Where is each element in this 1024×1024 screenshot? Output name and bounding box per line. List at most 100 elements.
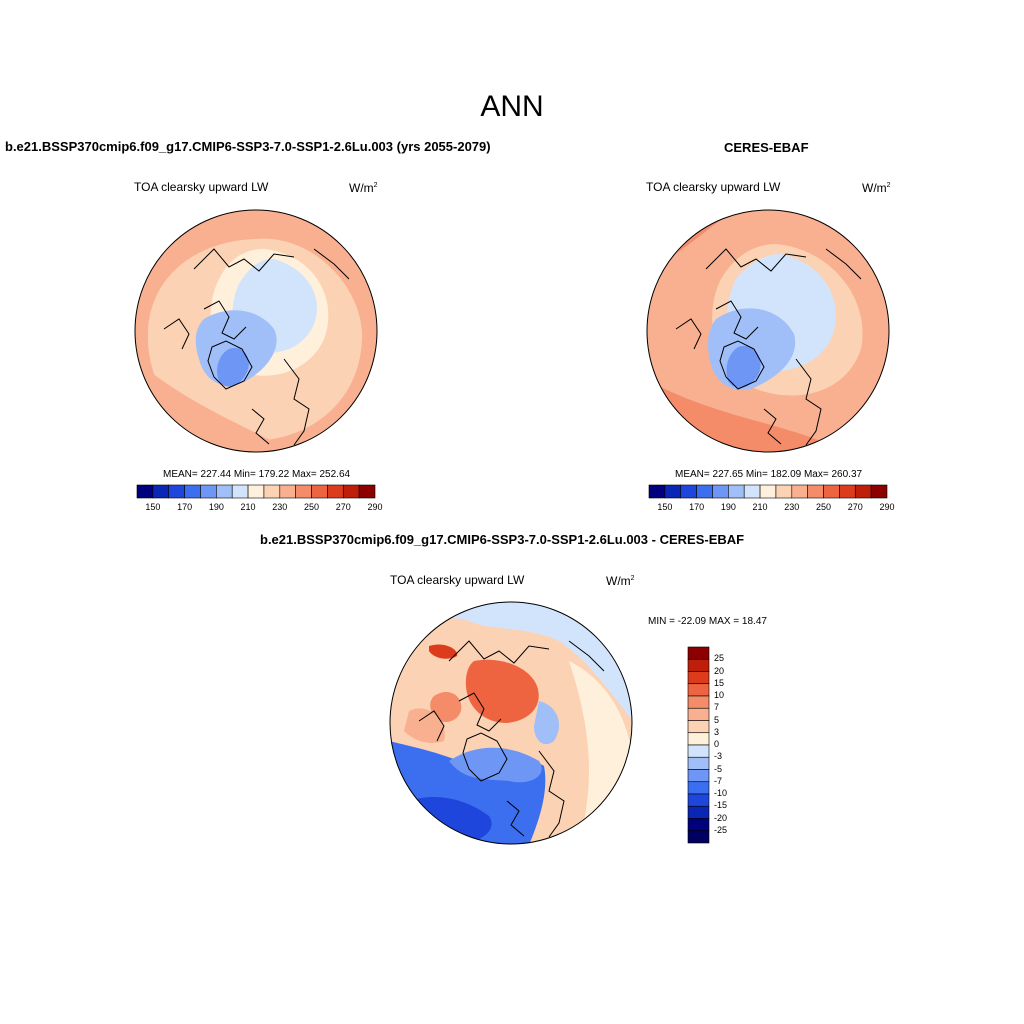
diff-colorbar-tick-label: -25 xyxy=(714,824,728,835)
model-colorbar-box xyxy=(327,484,344,499)
obs-colorbar xyxy=(648,484,888,499)
obs-colorbar-tick-label: 230 xyxy=(784,502,800,512)
obs-colorbar-box xyxy=(759,484,777,499)
diff-colorbar-box xyxy=(687,658,710,672)
model-colorbar-box xyxy=(168,484,185,499)
diff-polar-map xyxy=(389,601,633,845)
diff-stats: MIN = -22.09 MAX = 18.47 xyxy=(648,616,767,627)
obs-colorbar-tick-label: 150 xyxy=(657,502,673,512)
diff-colorbar-tick-label: -5 xyxy=(714,763,723,774)
figure-title: ANN xyxy=(480,90,544,123)
diff-colorbar-box xyxy=(687,793,710,807)
diff-colorbar-box xyxy=(687,818,710,832)
diff-colorbar-box xyxy=(687,695,710,709)
model-colorbar-tick-label: 150 xyxy=(145,502,161,512)
diff-colorbar-box xyxy=(687,769,710,783)
obs-colorbar-box xyxy=(807,484,824,499)
model-colorbar-box xyxy=(231,484,249,499)
diff-colorbar-box xyxy=(687,781,710,795)
model-colorbar-tick-label: 210 xyxy=(240,502,256,512)
diff-colorbar-tick-label: 15 xyxy=(714,677,725,688)
diff-colorbar-box xyxy=(687,830,710,844)
diff-colorbar-tick-label: 5 xyxy=(714,714,720,725)
obs-colorbar-box xyxy=(791,484,808,499)
obs-colorbar-box xyxy=(775,484,793,499)
model-colorbar-box xyxy=(311,484,328,499)
obs-colorbar-box xyxy=(823,484,840,499)
diff-colorbar-tick-label: 25 xyxy=(714,653,725,664)
model-colorbar-box xyxy=(279,484,296,499)
diff-colorbar-tick-label: -20 xyxy=(714,812,728,823)
obs-colorbar-box xyxy=(870,484,888,499)
obs-colorbar-box xyxy=(664,484,682,499)
diff-colorbar-tick-label: -15 xyxy=(714,800,728,811)
diff-colorbar-tick-label: 10 xyxy=(714,690,725,700)
obs-units: W/m2 xyxy=(862,181,891,195)
diff-colorbar-box xyxy=(687,683,710,697)
obs-colorbar-tick-label: 190 xyxy=(720,502,736,512)
model-colorbar-tick-label: 290 xyxy=(367,502,383,512)
diff-colorbar-box xyxy=(687,646,710,660)
model-colorbar-box xyxy=(263,484,281,499)
model-units: W/m2 xyxy=(349,181,378,195)
obs-stats: MEAN= 227.65 Min= 182.09 Max= 260.37 xyxy=(675,469,863,480)
diff-colorbar-tick-label: -7 xyxy=(714,775,723,786)
model-colorbar-tick-label: 170 xyxy=(177,502,193,512)
diff-colorbar-box xyxy=(687,671,710,685)
obs-colorbar-tick-label: 290 xyxy=(879,502,895,512)
diff-colorbar-box xyxy=(687,805,710,819)
model-polar-map xyxy=(134,209,378,453)
obs-colorbar-box xyxy=(680,484,697,499)
model-colorbar-box xyxy=(136,484,154,499)
diff-colorbar-tick-label: -10 xyxy=(714,788,728,798)
diff-units-exp: 2 xyxy=(630,575,635,582)
model-units-base: W/m xyxy=(349,181,374,195)
obs-colorbar-box xyxy=(696,484,713,499)
obs-colorbar-tick-label: 250 xyxy=(816,502,832,512)
model-colorbar-box xyxy=(216,484,233,499)
model-variable-name: TOA clearsky upward LW xyxy=(134,180,269,194)
obs-units-exp: 2 xyxy=(886,182,891,189)
diff-colorbar-tick-label: 3 xyxy=(714,726,720,737)
diff-colorbar-box xyxy=(687,744,710,758)
diff-units: W/m2 xyxy=(606,574,635,588)
model-colorbar-tick-label: 250 xyxy=(304,502,320,512)
model-colorbar-tick-label: 270 xyxy=(335,502,351,512)
model-stats: MEAN= 227.44 Min= 179.22 Max= 252.64 xyxy=(163,469,351,480)
diff-colorbar-box xyxy=(687,756,710,770)
obs-colorbar-box xyxy=(839,484,856,499)
obs-panel-title: CERES-EBAF xyxy=(724,140,809,155)
diff-panel-title: b.e21.BSSP370cmip6.f09_g17.CMIP6-SSP3-7.… xyxy=(260,532,745,547)
obs-polar-map xyxy=(646,209,890,453)
model-colorbar-box xyxy=(200,484,217,499)
obs-colorbar-box xyxy=(648,484,666,499)
model-colorbar xyxy=(136,484,376,499)
obs-colorbar-box xyxy=(712,484,729,499)
model-colorbar-tick-label: 190 xyxy=(208,502,224,512)
model-colorbar-tick-label: 230 xyxy=(272,502,288,512)
model-panel-title: b.e21.BSSP370cmip6.f09_g17.CMIP6-SSP3-7.… xyxy=(5,139,491,154)
obs-colorbar-box xyxy=(728,484,745,499)
obs-colorbar-tick-label: 270 xyxy=(847,502,863,512)
obs-colorbar-tick-label: 170 xyxy=(689,502,705,512)
model-colorbar-box xyxy=(342,484,360,499)
model-colorbar-box xyxy=(247,484,265,499)
obs-colorbar-box xyxy=(743,484,761,499)
obs-variable-name: TOA clearsky upward LW xyxy=(646,180,781,194)
obs-units-base: W/m xyxy=(862,181,887,195)
diff-colorbar-box xyxy=(687,732,710,746)
diff-units-base: W/m xyxy=(606,574,631,588)
model-colorbar-box xyxy=(152,484,170,499)
model-colorbar-box xyxy=(184,484,201,499)
obs-colorbar-box xyxy=(854,484,872,499)
obs-colorbar-tick-label: 210 xyxy=(752,502,768,512)
diff-colorbar-tick-label: 7 xyxy=(714,702,720,713)
diff-colorbar-box xyxy=(687,707,710,721)
model-colorbar-box xyxy=(295,484,312,499)
diff-colorbar xyxy=(687,646,710,844)
diff-colorbar-tick-label: 0 xyxy=(714,739,720,749)
diff-colorbar-box xyxy=(687,720,710,734)
model-colorbar-box xyxy=(358,484,376,499)
diff-colorbar-tick-label: -3 xyxy=(714,751,723,762)
